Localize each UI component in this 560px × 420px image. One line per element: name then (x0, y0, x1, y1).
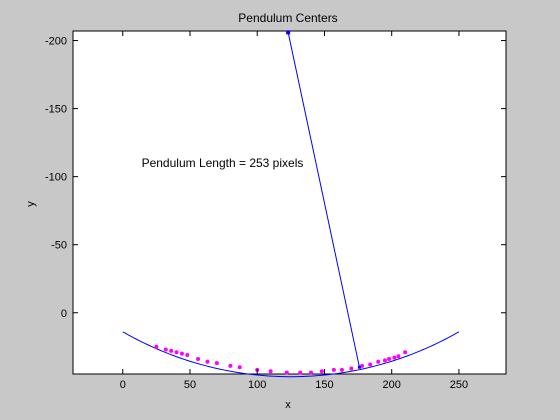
center-point (284, 370, 289, 375)
center-point (196, 357, 201, 362)
y-tick-label: -100 (45, 172, 67, 184)
center-point (174, 350, 179, 355)
center-point (205, 359, 210, 364)
y-tick-label: -50 (51, 240, 67, 252)
center-point (382, 358, 387, 363)
center-point (319, 369, 324, 374)
pendulum-length-annotation: Pendulum Length = 253 pixels (142, 156, 304, 170)
y-tick-label: -200 (45, 36, 67, 48)
x-tick-label: 100 (248, 379, 266, 391)
y-tick-label: -150 (45, 104, 67, 116)
x-axis-label: x (285, 399, 291, 411)
center-point (331, 367, 336, 372)
center-point (368, 362, 373, 367)
center-point (154, 344, 159, 349)
center-point (396, 354, 401, 359)
x-tick-label: 150 (315, 379, 333, 391)
center-point (360, 363, 365, 368)
center-point (376, 359, 381, 364)
x-tick-label: 0 (120, 379, 126, 391)
center-point (228, 363, 233, 368)
center-point (214, 361, 219, 366)
chart-title: Pendulum Centers (238, 11, 337, 25)
y-axis-label: y (25, 201, 37, 207)
y-tick-label: 0 (61, 308, 67, 320)
center-point (298, 370, 303, 375)
center-point (237, 365, 242, 370)
center-point (403, 350, 408, 355)
center-point (169, 348, 174, 353)
center-point (387, 357, 392, 362)
pendulum-rod (287, 32, 360, 368)
x-tick-label: 50 (184, 379, 196, 391)
center-point (179, 351, 184, 356)
center-point (268, 369, 273, 374)
bob-marker (357, 365, 361, 369)
plot-area (72, 30, 507, 375)
center-point (185, 352, 190, 357)
trajectory-arc (122, 331, 460, 378)
center-point (349, 366, 354, 371)
plot-layer (122, 30, 460, 378)
center-point (392, 355, 397, 360)
center-point (163, 347, 168, 352)
center-point (309, 370, 314, 375)
center-point (339, 367, 344, 372)
pivot-marker (286, 30, 291, 35)
x-tick-label: 250 (450, 379, 468, 391)
x-tick-label: 200 (383, 379, 401, 391)
ticks-layer: 0 50 100 150 200 250 -200 -150 -100 -50 0 (45, 31, 506, 391)
